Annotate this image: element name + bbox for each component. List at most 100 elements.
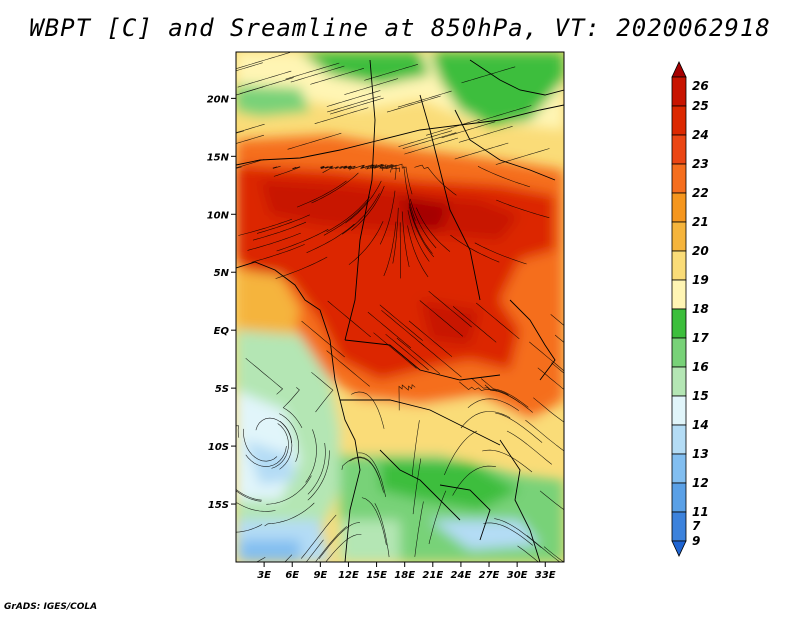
streamline	[300, 514, 337, 559]
streamline	[410, 198, 437, 249]
streamline	[364, 64, 418, 81]
streamline	[506, 430, 552, 465]
streamline	[551, 362, 564, 374]
streamline	[266, 475, 312, 505]
streamline	[383, 221, 397, 277]
streamline	[245, 357, 284, 395]
streamline	[326, 350, 370, 387]
streamline	[539, 490, 564, 511]
streamline	[307, 450, 330, 501]
streamline	[392, 207, 399, 264]
streamline	[310, 68, 364, 85]
border-line	[419, 94, 481, 301]
streamline	[327, 95, 381, 113]
streamline	[411, 420, 420, 476]
streamline	[525, 419, 564, 452]
colorbar-label: 26	[692, 79, 709, 93]
colorbar-segment	[671, 250, 687, 281]
streamline	[367, 311, 412, 349]
streamline	[255, 417, 292, 444]
colorbar-segment	[671, 163, 687, 194]
streamline	[374, 503, 390, 558]
streamline	[351, 391, 385, 429]
streamline	[458, 126, 513, 143]
streamline	[236, 490, 262, 502]
border-line	[344, 59, 376, 341]
streamline	[236, 524, 263, 533]
streamline	[381, 310, 425, 347]
streamline	[408, 320, 453, 357]
colorbar-segment	[671, 308, 687, 339]
streamline	[290, 65, 345, 83]
colorbar-label: 16	[692, 360, 709, 374]
streamline	[370, 164, 397, 180]
lon-tick-label: 21E	[422, 570, 443, 581]
colorbar-label: 25	[692, 99, 709, 113]
streamline	[386, 163, 413, 195]
border-line	[344, 339, 501, 381]
grads-footer: GrADS: IGES/COLA	[4, 602, 98, 612]
border-line	[439, 484, 491, 541]
lat-tick-label: 10N	[207, 210, 230, 221]
colorbar-label: 13	[692, 447, 709, 461]
colorbar-segment	[671, 424, 687, 455]
lon-tick-label: 15E	[366, 570, 387, 581]
border-line	[379, 449, 461, 521]
streamline	[471, 377, 520, 403]
lon-tick-label: 9E	[313, 570, 327, 581]
streamline	[379, 190, 396, 245]
streamline	[305, 429, 317, 483]
colorbar-label: 9	[692, 534, 700, 548]
colorbar-segment	[671, 482, 687, 513]
streamline	[474, 242, 527, 265]
streamline	[251, 244, 305, 263]
streamline	[318, 522, 360, 559]
colorbar-label: 18	[692, 302, 709, 316]
map-frame	[235, 51, 565, 563]
streamline	[361, 497, 387, 546]
streamline	[416, 207, 451, 252]
colorbar-label: 20	[692, 244, 709, 258]
streamline	[554, 334, 564, 343]
streamline	[452, 306, 497, 343]
lon-tick-label: 3E	[257, 570, 271, 581]
streamline	[236, 123, 265, 134]
streamline	[296, 180, 347, 208]
border-line	[469, 59, 564, 96]
streamline	[428, 290, 472, 328]
streamline	[236, 134, 264, 144]
streamline	[403, 165, 416, 221]
streamline	[236, 62, 263, 72]
wbpt-shaded-field	[236, 52, 564, 562]
streamline	[550, 314, 564, 326]
streamline	[326, 196, 370, 233]
colorbar-segment	[671, 76, 687, 107]
border-line	[454, 109, 556, 181]
colorbar-label: 21	[692, 215, 709, 229]
streamline	[477, 166, 531, 188]
colorbar-label: 23	[692, 157, 709, 171]
streamline	[314, 107, 369, 124]
streamline	[494, 518, 542, 548]
colorbar-segment	[671, 366, 687, 397]
border-line	[499, 439, 541, 562]
streamline	[272, 165, 281, 169]
streamline	[351, 185, 385, 231]
border-line	[509, 299, 556, 381]
streamline	[444, 430, 478, 476]
streamline	[441, 121, 496, 139]
streamline	[533, 397, 564, 423]
colorbar-label: 11	[692, 505, 709, 519]
latitude-axis: 20N 15N 10N 5N EQ 5S 10S 15S	[207, 94, 236, 511]
streamline	[526, 535, 561, 562]
streamline	[342, 193, 380, 235]
streamline	[408, 203, 433, 254]
lat-tick-label: 15N	[207, 152, 230, 163]
lon-tick-label: 24E	[451, 570, 472, 581]
streamline	[275, 256, 328, 279]
streamline	[495, 412, 543, 443]
streamline	[330, 166, 353, 171]
lat-tick-label: 15S	[208, 500, 229, 511]
colorbar: 26 25 24 23 22 21 20 19 18 17 16 15 14 13 12 11 97	[671, 61, 709, 557]
